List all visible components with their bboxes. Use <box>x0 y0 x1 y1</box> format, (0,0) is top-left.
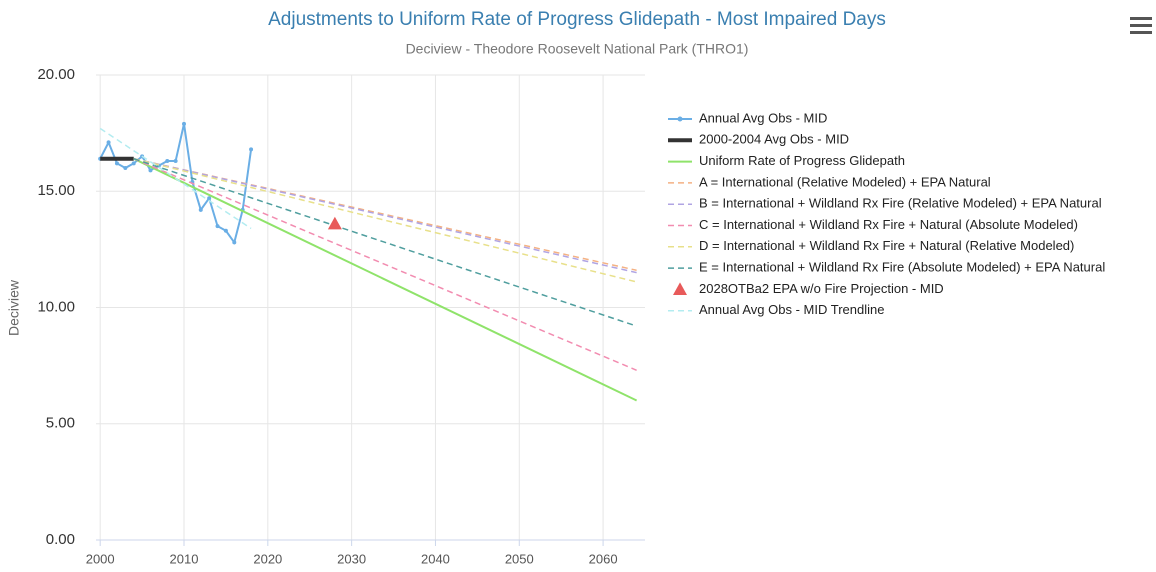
series-line <box>133 157 637 274</box>
legend-item[interactable]: Annual Avg Obs - MID Trendline <box>668 302 884 317</box>
menu-bar <box>1130 17 1152 20</box>
legend-label: Uniform Rate of Progress Glidepath <box>699 153 905 168</box>
legend-item[interactable]: 2000-2004 Avg Obs - MID <box>668 132 849 147</box>
x-tick-label: 2010 <box>170 551 199 566</box>
series-line <box>133 157 638 402</box>
series-line <box>133 158 637 371</box>
chart-title: Adjustments to Uniform Rate of Progress … <box>268 9 886 30</box>
legend-item[interactable]: Uniform Rate of Progress Glidepath <box>668 153 905 168</box>
x-tick-label: 2030 <box>337 551 366 566</box>
legend-item[interactable]: B = International + Wildland Rx Fire (Re… <box>668 196 1102 211</box>
legend-label: Annual Avg Obs - MID Trendline <box>699 302 884 317</box>
data-point <box>223 228 228 233</box>
data-point <box>131 161 136 166</box>
legend-marker <box>673 282 687 295</box>
data-point <box>207 196 212 201</box>
data-point <box>114 161 119 166</box>
legend-label: Annual Avg Obs - MID <box>699 110 827 125</box>
series-line <box>99 123 253 245</box>
y-tick-label: 10.00 <box>37 298 75 315</box>
data-point <box>249 147 254 152</box>
legend-label: A = International (Relative Modeled) + E… <box>699 174 991 189</box>
menu-bar <box>1130 31 1152 34</box>
legend-item[interactable]: A = International (Relative Modeled) + E… <box>668 174 991 189</box>
data-point <box>232 240 237 245</box>
y-tick-label: 0.00 <box>46 531 75 548</box>
series-line <box>133 157 637 283</box>
data-point <box>106 140 111 145</box>
x-tick-label: 2050 <box>505 551 534 566</box>
data-point <box>165 159 170 164</box>
x-tick-label: 2000 <box>86 551 115 566</box>
legend-label: 2000-2004 Avg Obs - MID <box>699 132 849 147</box>
legend-label: D = International + Wildland Rx Fire + N… <box>699 238 1074 253</box>
series-line <box>99 127 252 230</box>
legend-item[interactable]: E = International + Wildland Rx Fire (Ab… <box>668 260 1105 275</box>
data-point <box>327 216 342 230</box>
data-point <box>173 159 178 164</box>
data-point <box>148 168 153 173</box>
menu-button[interactable] <box>1130 17 1152 34</box>
data-point <box>123 166 128 170</box>
legend-item[interactable]: C = International + Wildland Rx Fire + N… <box>668 217 1078 232</box>
x-tick-label: 2060 <box>589 551 618 566</box>
legend-item[interactable]: Annual Avg Obs - MID <box>668 110 827 125</box>
legend-item[interactable]: D = International + Wildland Rx Fire + N… <box>668 238 1074 253</box>
data-point <box>215 224 220 229</box>
legend-label: B = International + Wildland Rx Fire (Re… <box>699 196 1102 211</box>
data-point <box>182 121 187 126</box>
menu-bar <box>1130 24 1152 27</box>
x-tick-label: 2020 <box>253 551 282 566</box>
y-tick-label: 15.00 <box>37 182 75 199</box>
legend-item[interactable]: 2028OTBa2 EPA w/o Fire Projection - MID <box>673 281 944 296</box>
legend-label: 2028OTBa2 EPA w/o Fire Projection - MID <box>699 281 944 296</box>
data-point <box>198 207 203 212</box>
chart-subtitle: Deciview - Theodore Roosevelt National P… <box>406 41 749 57</box>
legend-label: E = International + Wildland Rx Fire (Ab… <box>699 260 1105 275</box>
x-tick-label: 2040 <box>421 551 450 566</box>
legend-marker <box>677 116 683 122</box>
series-line <box>133 157 637 272</box>
y-tick-label: 5.00 <box>46 415 75 432</box>
series-line <box>133 157 637 327</box>
y-axis-label: Deciview <box>6 279 22 336</box>
y-tick-label: 20.00 <box>37 66 75 83</box>
legend-label: C = International + Wildland Rx Fire + N… <box>699 217 1078 232</box>
